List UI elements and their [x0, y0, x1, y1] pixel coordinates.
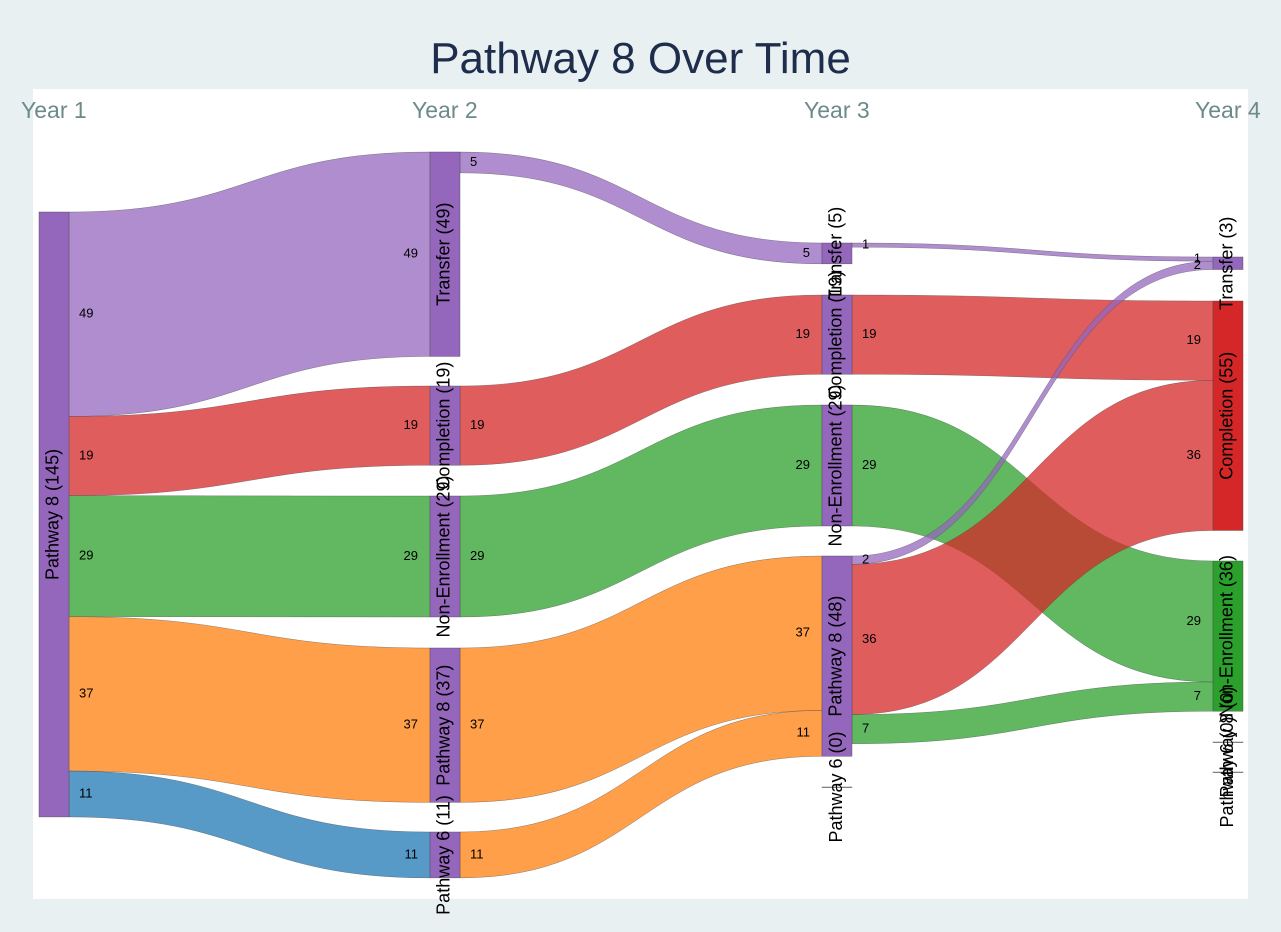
links-layer [68, 151, 1214, 879]
link-value-label: 11 [79, 785, 93, 800]
link-value-label: 29 [1187, 613, 1201, 628]
link-value-label: 19 [404, 417, 418, 432]
node-y2_ne[interactable] [429, 495, 461, 618]
link-value-label: 19 [470, 417, 484, 432]
link-value-label: 11 [405, 846, 419, 861]
link-value-label: 37 [796, 625, 810, 640]
link-value-label: 29 [796, 457, 810, 472]
nodes-layer [38, 151, 1244, 879]
node-label: Pathway 8 (0) [1217, 686, 1237, 797]
node-label: Pathway 8 (37) [434, 665, 454, 786]
link-value-label: 37 [404, 717, 418, 732]
link-y2_tr-y3_tr[interactable] [459, 151, 823, 265]
node-y4_p8[interactable] [1212, 741, 1244, 743]
link-value-label: 29 [862, 457, 876, 472]
link-value-label: 29 [79, 548, 93, 563]
link-value-label: 19 [1187, 332, 1201, 347]
chart-title: Pathway 8 Over Time [430, 34, 851, 83]
link-value-label: 37 [79, 685, 93, 700]
node-label: Non-Enrollment (29) [826, 384, 846, 546]
node-y4_co[interactable] [1212, 300, 1244, 531]
column-label-year-3: Year 3 [804, 97, 870, 123]
node-label: Transfer (5) [826, 207, 846, 300]
node-y3_p8[interactable] [821, 555, 853, 757]
column-label-year-4: Year 4 [1195, 97, 1261, 123]
node-label: Non-Enrollment (29) [434, 475, 454, 637]
link-value-label: 11 [470, 846, 484, 861]
node-label: Pathway 6 (11) [434, 795, 454, 915]
link-value-label: 36 [862, 631, 876, 646]
node-y3_co[interactable] [821, 294, 853, 375]
link-value-label: 5 [470, 154, 477, 169]
node-y2_co[interactable] [429, 385, 461, 466]
node-label: Transfer (49) [434, 203, 454, 306]
node-y3_ne[interactable] [821, 404, 853, 527]
node-label: Pathway 6 (0) [826, 731, 846, 842]
column-label-year-1: Year 1 [21, 97, 87, 123]
node-y4_tr[interactable] [1212, 256, 1244, 270]
column-label-year-2: Year 2 [412, 97, 478, 123]
link-value-label: 2 [862, 552, 869, 567]
node-y2_p6[interactable] [429, 831, 461, 879]
link-value-label: 37 [470, 717, 484, 732]
link-value-label: 19 [862, 326, 876, 341]
link-value-label: 19 [796, 326, 810, 341]
node-y3_tr[interactable] [821, 242, 853, 265]
node-y4_p6[interactable] [1212, 771, 1244, 773]
node-label: Completion (19) [434, 362, 454, 490]
node-label: Completion (55) [1217, 352, 1237, 480]
link-value-label: 36 [1187, 447, 1201, 462]
node-label: Transfer (3) [1217, 217, 1237, 310]
link-value-label: 29 [404, 548, 418, 563]
link-value-label: 1 [1194, 251, 1201, 266]
node-y2_tr[interactable] [429, 151, 461, 357]
link-value-label: 7 [1194, 688, 1201, 703]
node-y4_ne[interactable] [1212, 560, 1244, 712]
link-value-label: 49 [79, 306, 93, 321]
node-label: Non-Enrollment (36) [1217, 555, 1237, 717]
link-y3_co-y4_co[interactable] [851, 294, 1214, 381]
link-value-label: 11 [797, 725, 811, 740]
node-label: Pathway 6 (0) [1217, 716, 1237, 827]
link-y3_tr-y4_tr[interactable] [851, 242, 1214, 262]
link-value-label: 19 [79, 447, 93, 462]
link-y1_p8-y2_ne[interactable] [68, 495, 431, 618]
node-y2_p8[interactable] [429, 647, 461, 803]
link-value-label: 2 [1194, 257, 1201, 272]
link-y1_p8-y2_tr[interactable] [68, 151, 431, 417]
node-label: Pathway 8 (48) [826, 596, 846, 717]
link-value-label: 7 [862, 721, 869, 736]
node-label: Completion (19) [826, 271, 846, 399]
link-value-label: 29 [470, 548, 484, 563]
link-value-label: 49 [404, 246, 418, 261]
node-y1_p8[interactable] [38, 211, 70, 818]
link-value-label: 1 [862, 237, 869, 252]
node-y3_p6[interactable] [821, 786, 853, 788]
node-label: Pathway 8 (145) [43, 449, 63, 580]
link-value-label: 5 [803, 245, 810, 260]
